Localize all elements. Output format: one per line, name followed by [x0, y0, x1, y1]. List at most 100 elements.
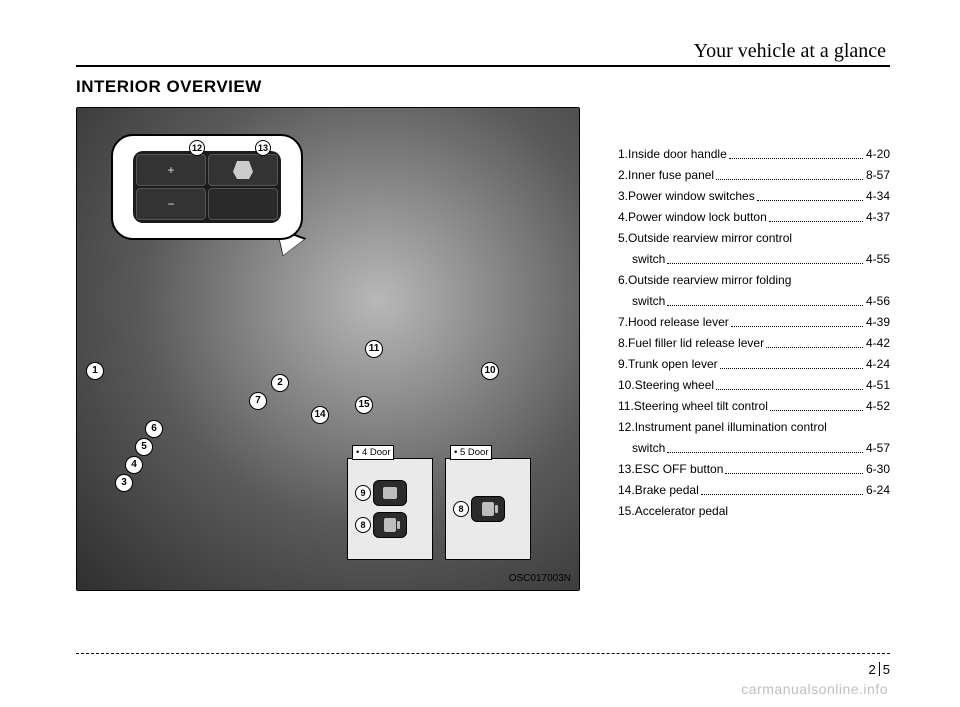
footer-rule: [76, 653, 890, 654]
pagenum-right: 5: [883, 662, 890, 677]
marker-7: 7: [249, 392, 267, 410]
illum-minus-btn: [136, 188, 206, 220]
legend-num: 1.: [618, 147, 628, 161]
inset-5door: • 5 Door 8: [445, 458, 531, 560]
fuel-pump-icon-5d: [482, 502, 494, 516]
legend-label: Power window switches: [628, 189, 755, 203]
page: Your vehicle at a glance INTERIOR OVERVI…: [0, 0, 960, 707]
fuel-release-btn-5d: [471, 496, 505, 522]
page-number: 25: [76, 662, 890, 677]
legend-page: 4-55: [866, 252, 890, 266]
legend-list: 1. Inside door handle4-202. Inner fuse p…: [580, 107, 890, 525]
legend-label: Trunk open lever: [628, 357, 718, 371]
legend-dots: [770, 400, 863, 411]
legend-item-cont: switch4-57: [618, 441, 890, 455]
inset-5door-label: • 5 Door: [450, 445, 492, 460]
esc-switch-col: [208, 154, 278, 220]
legend-page: 6-30: [866, 462, 890, 476]
legend-num: 7.: [618, 315, 628, 329]
legend-num: 9.: [618, 357, 628, 371]
plus-icon: [167, 163, 174, 177]
legend-num: 8.: [618, 336, 628, 350]
marker-2: 2: [271, 374, 289, 392]
esc-off-btn: [208, 154, 278, 186]
legend-item: 6. Outside rearview mirror folding: [618, 273, 890, 287]
legend-num: 15.: [618, 504, 635, 518]
legend-item: 11. Steering wheel tilt control4-52: [618, 399, 890, 413]
illumination-switch-col: [136, 154, 206, 220]
legend-page: 8-57: [866, 168, 890, 182]
pagenum-sep: [879, 662, 880, 676]
legend-item: 3. Power window switches4-34: [618, 189, 890, 203]
legend-label: Power window lock button: [628, 210, 767, 224]
inset-4door-bottom-wrap: 8: [373, 512, 407, 538]
legend-page: 6-24: [866, 483, 890, 497]
legend-dots: [769, 211, 863, 222]
legend-item-cont: switch 4-56: [618, 294, 890, 308]
callout-num-12: 12: [189, 140, 205, 156]
legend-dots: [725, 463, 863, 474]
legend-label: Instrument panel illumination control: [635, 420, 827, 434]
legend-num: 11.: [618, 399, 634, 413]
blank-btn: [208, 188, 278, 220]
legend-page: 4-34: [866, 189, 890, 203]
minus-icon: [167, 197, 174, 211]
legend-label: Inside door handle: [628, 147, 727, 161]
header-rule: [76, 65, 890, 67]
marker-4: 4: [125, 456, 143, 474]
interior-figure: 1 2 3 4 5 6 7 10 11 14 15: [76, 107, 580, 591]
legend-cont: switch: [632, 252, 665, 266]
legend-num: 14.: [618, 483, 635, 497]
legend-item: 5. Outside rearview mirror control: [618, 231, 890, 245]
fuel-pump-icon: [384, 518, 396, 532]
inset-num-8a: 8: [355, 517, 371, 533]
legend-dots: [667, 295, 863, 306]
marker-15: 15: [355, 396, 373, 414]
inset-4door-body: 9 8: [354, 465, 426, 553]
legend-dots: [731, 316, 863, 327]
legend-dots: [716, 379, 863, 390]
watermark: carmanualsonline.info: [741, 681, 888, 697]
legend-item: 10. Steering wheel4-51: [618, 378, 890, 392]
legend-item: 9. Trunk open lever 4-24: [618, 357, 890, 371]
illum-plus-btn: [136, 154, 206, 186]
switch-callout-panel: 12 13: [111, 134, 303, 240]
legend-page: 4-24: [866, 357, 890, 371]
legend-dots: [716, 169, 863, 180]
marker-11: 11: [365, 340, 383, 358]
legend-label: Accelerator pedal: [635, 504, 728, 518]
legend-num: 13.: [618, 462, 635, 476]
legend-label: Steering wheel: [635, 378, 714, 392]
legend-item: 8. Fuel filler lid release lever4-42: [618, 336, 890, 350]
section-header: Your vehicle at a glance: [76, 40, 890, 63]
legend-label: Inner fuse panel: [628, 168, 714, 182]
legend-page: 4-56: [866, 294, 890, 308]
legend-item: 4. Power window lock button4-37: [618, 210, 890, 224]
inset-5door-body: 8: [452, 465, 524, 553]
marker-1: 1: [86, 362, 104, 380]
page-title: INTERIOR OVERVIEW: [76, 77, 890, 97]
legend-page: 4-52: [866, 399, 890, 413]
legend-item: 2. Inner fuse panel8-57: [618, 168, 890, 182]
legend-item: 13. ESC OFF button6-30: [618, 462, 890, 476]
legend-page: 4-39: [866, 315, 890, 329]
inset-5door-wrap: 8: [471, 496, 505, 522]
switch-cluster: [133, 151, 281, 223]
callout-num-13: 13: [255, 140, 271, 156]
marker-6: 6: [145, 420, 163, 438]
legend-num: 5.: [618, 231, 628, 245]
marker-3: 3: [115, 474, 133, 492]
legend-cont: switch: [632, 294, 665, 308]
legend-item-cont: switch 4-55: [618, 252, 890, 266]
legend-item: 12. Instrument panel illumination contro…: [618, 420, 890, 434]
legend-item: 1. Inside door handle4-20: [618, 147, 890, 161]
marker-10: 10: [481, 362, 499, 380]
figure-code: OSC017003N: [509, 573, 571, 584]
legend-label: Outside rearview mirror folding: [628, 273, 791, 287]
inset-4door-label: • 4 Door: [352, 445, 394, 460]
inset-num-9: 9: [355, 485, 371, 501]
legend-cont: switch: [632, 441, 665, 455]
legend-label: Hood release lever: [628, 315, 729, 329]
legend-page: 4-42: [866, 336, 890, 350]
legend-label: Outside rearview mirror control: [628, 231, 792, 245]
